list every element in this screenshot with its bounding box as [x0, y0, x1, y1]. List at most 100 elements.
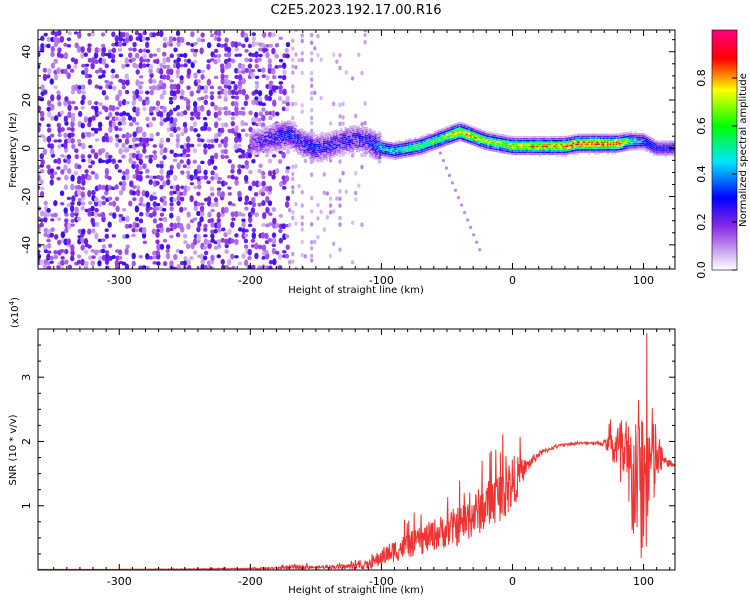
noise-cell — [149, 194, 154, 202]
noise-cell — [175, 133, 181, 139]
ridge-cell — [643, 139, 646, 141]
noise-cell — [262, 31, 267, 38]
ridge-cell — [291, 123, 294, 126]
ridge-cell — [536, 136, 539, 138]
ridge-cell — [459, 139, 463, 141]
noise-cell — [159, 175, 164, 182]
ridge-cell — [595, 151, 598, 153]
ridge-cell — [295, 125, 298, 127]
ridge-cell — [348, 137, 352, 140]
noise-cell — [206, 63, 211, 70]
ridge-cell — [330, 146, 333, 149]
sparse-cell — [291, 164, 295, 170]
ridge-cell — [369, 149, 372, 152]
ridge-cell — [297, 135, 300, 138]
sparse-cell — [294, 221, 298, 226]
sparse-cell — [310, 96, 314, 101]
ridge-cell — [292, 150, 295, 152]
noise-cell — [159, 243, 165, 250]
noise-cell — [56, 67, 61, 75]
ridge-cell — [419, 145, 422, 148]
ridge-cell — [348, 127, 352, 130]
ridge-cell — [441, 134, 444, 136]
ridge-cell — [250, 139, 254, 141]
sparse-cell — [291, 101, 295, 107]
ridge-cell — [617, 149, 620, 151]
ridge-cell — [320, 133, 323, 136]
noise-cell — [144, 90, 150, 95]
ridge-cell — [619, 136, 623, 139]
ridge-cell — [282, 148, 285, 151]
noise-cell — [176, 57, 181, 63]
ridge-cell — [540, 151, 543, 154]
ridge-cell — [330, 139, 333, 141]
ridge-cell — [354, 128, 357, 131]
ridge-cell — [516, 136, 519, 138]
ridge-cell — [307, 153, 310, 155]
noise-cell — [193, 72, 198, 79]
noise-cell — [172, 190, 178, 195]
ridge-cell — [575, 145, 578, 148]
ridge-cell — [299, 130, 303, 132]
ridge-cell — [383, 146, 386, 149]
ridge-cell — [291, 127, 294, 130]
ridge-cell — [344, 134, 347, 137]
ridge-cell — [396, 146, 399, 148]
ridge-cell — [470, 135, 473, 137]
ridge-cell — [606, 139, 610, 142]
ridge-cell — [641, 144, 644, 147]
noise-cell — [209, 85, 215, 90]
ridge-cell — [423, 151, 427, 154]
ridge-cell — [619, 138, 623, 141]
ridge-cell — [321, 139, 324, 141]
ridge-cell — [657, 153, 660, 156]
ridge-cell — [459, 121, 463, 124]
noise-cell — [159, 212, 165, 217]
noise-cell — [148, 154, 154, 158]
ridge-cell — [384, 141, 388, 143]
ridge-cell — [347, 149, 350, 152]
ridge-cell — [369, 136, 372, 138]
ridge-cell — [472, 142, 476, 144]
ridge-cell — [422, 146, 425, 149]
ridge-cell — [663, 140, 666, 143]
noise-cell — [217, 95, 222, 99]
noise-cell — [206, 138, 211, 143]
ridge-cell — [559, 143, 562, 146]
ridge-cell — [634, 144, 637, 147]
ridge-cell — [650, 139, 653, 141]
ridge-cell — [508, 139, 512, 142]
ridge-cell — [497, 143, 500, 145]
noise-cell — [77, 197, 83, 202]
ridge-cell — [333, 132, 336, 134]
ridge-cell — [252, 132, 255, 135]
ridge-cell — [532, 136, 535, 138]
ridge-cell — [650, 137, 653, 140]
ridge-cell — [553, 139, 556, 142]
noise-cell — [87, 116, 93, 124]
ridge-cell — [494, 136, 497, 139]
ridge-cell — [602, 137, 605, 140]
ridge-cell — [552, 139, 555, 142]
ridge-cell — [361, 132, 365, 134]
ridge-cell — [331, 148, 334, 150]
noise-cell — [216, 254, 221, 259]
noise-cell — [254, 96, 259, 101]
noise-cell — [46, 106, 51, 112]
ridge-cell — [517, 136, 520, 138]
noise-cell — [84, 67, 89, 74]
sparse-cell — [310, 172, 314, 177]
ridge-cell — [660, 148, 663, 150]
ridge-cell — [279, 126, 282, 128]
ridge-cell — [594, 133, 597, 136]
ridge-cell — [373, 150, 376, 152]
ridge-cell — [557, 147, 561, 150]
noise-cell — [101, 244, 107, 249]
ridge-cell — [598, 143, 601, 145]
ridge-cell — [356, 138, 359, 141]
noise-cell — [196, 133, 201, 138]
ridge-cell — [337, 151, 340, 154]
ridge-cell — [457, 126, 460, 128]
noise-cell — [101, 74, 106, 78]
noise-cell — [277, 96, 283, 102]
